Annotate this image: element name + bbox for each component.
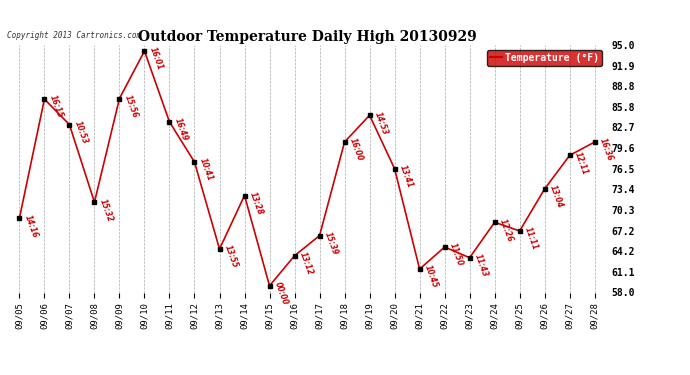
Text: 14:16: 14:16 (22, 213, 39, 239)
Text: 11:43: 11:43 (473, 253, 489, 278)
Legend: Temperature (°F): Temperature (°F) (487, 50, 602, 66)
Text: 12:11: 12:11 (573, 150, 589, 176)
Text: 13:04: 13:04 (548, 184, 564, 209)
Text: Copyright 2013 Cartronics.com: Copyright 2013 Cartronics.com (7, 31, 141, 40)
Text: 16:49: 16:49 (172, 117, 189, 142)
Title: Outdoor Temperature Daily High 20130929: Outdoor Temperature Daily High 20130929 (138, 30, 476, 44)
Text: 10:53: 10:53 (72, 120, 89, 145)
Text: 12:26: 12:26 (497, 217, 514, 243)
Text: 15:56: 15:56 (122, 93, 139, 119)
Text: 13:41: 13:41 (397, 164, 414, 189)
Text: 13:28: 13:28 (248, 190, 264, 216)
Text: 16:36: 16:36 (598, 137, 614, 162)
Text: 11:11: 11:11 (522, 226, 540, 252)
Text: 13:12: 13:12 (297, 251, 314, 276)
Text: 14:53: 14:53 (373, 110, 389, 136)
Text: 00:00: 00:00 (273, 281, 289, 306)
Text: 15:32: 15:32 (97, 197, 114, 223)
Text: 16:01: 16:01 (148, 46, 164, 72)
Text: 15:39: 15:39 (322, 231, 339, 256)
Text: 16:00: 16:00 (348, 137, 364, 162)
Text: 10:45: 10:45 (422, 264, 440, 290)
Text: 10:41: 10:41 (197, 157, 214, 183)
Text: 11:50: 11:50 (448, 242, 464, 267)
Text: 13:55: 13:55 (222, 244, 239, 270)
Text: 16:15: 16:15 (48, 94, 64, 120)
